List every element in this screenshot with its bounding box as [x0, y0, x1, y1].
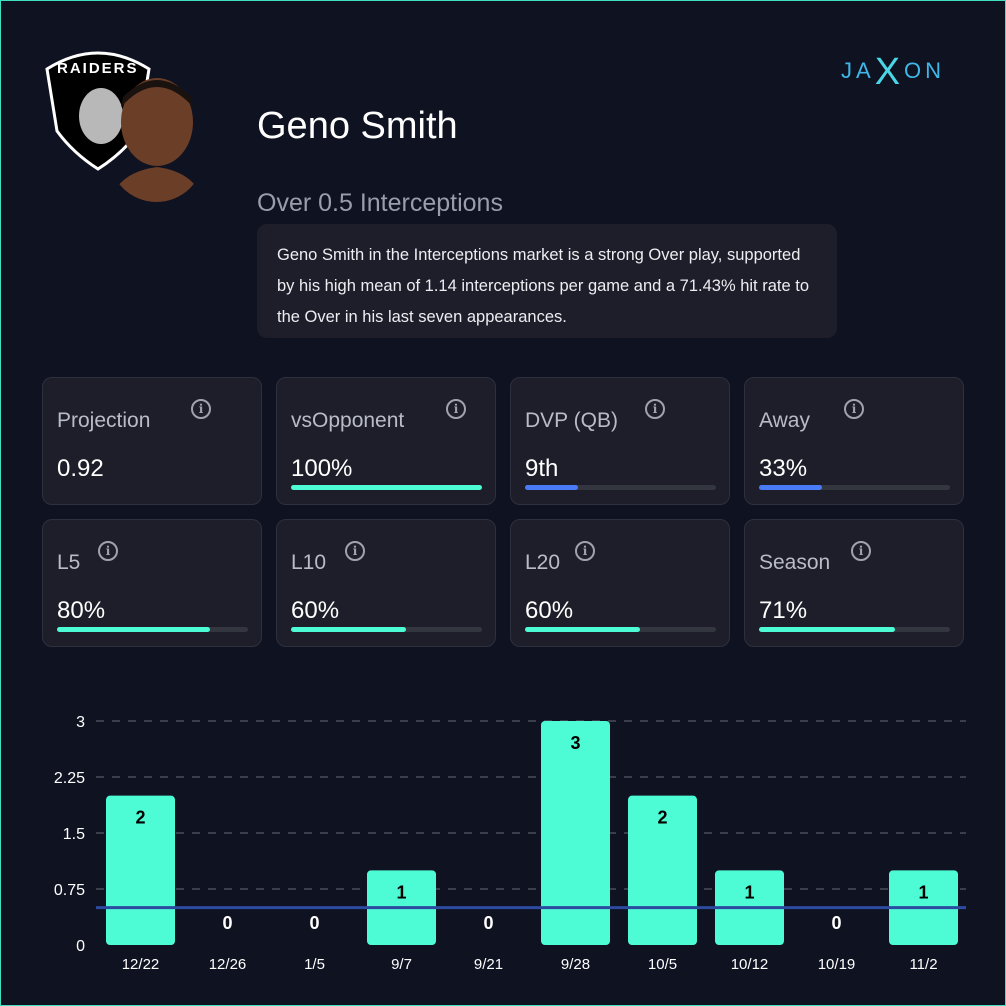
- x-tick-label: 10/19: [818, 956, 856, 973]
- stat-card-away: Away i 33%: [744, 377, 964, 505]
- progress-bar: [759, 627, 950, 632]
- stat-card-season: Season i 71%: [744, 519, 964, 647]
- info-icon[interactable]: i: [191, 399, 211, 419]
- stat-value: 9th: [525, 455, 559, 482]
- stat-card-vsopponent: vsOpponent i 100%: [276, 377, 496, 505]
- progress-bar: [291, 485, 482, 490]
- data-label: 1: [918, 882, 928, 902]
- data-label: 1: [744, 882, 754, 902]
- progress-fill: [525, 627, 640, 632]
- data-label: 0: [483, 913, 493, 933]
- progress-fill: [291, 485, 482, 490]
- data-label: 3: [570, 733, 580, 753]
- stat-label: vsOpponent: [291, 409, 405, 432]
- stat-label: DVP (QB): [525, 409, 618, 432]
- progress-bar: [525, 627, 716, 632]
- info-icon[interactable]: i: [851, 541, 871, 561]
- summary-text: Geno Smith in the Interceptions market i…: [257, 224, 837, 338]
- progress-bar: [525, 485, 716, 490]
- stat-value: 80%: [57, 597, 106, 624]
- data-label: 0: [309, 913, 319, 933]
- x-tick-label: 12/22: [122, 956, 160, 973]
- data-label: 0: [831, 913, 841, 933]
- progress-fill: [759, 627, 895, 632]
- data-label: 2: [657, 808, 667, 828]
- stat-card-l10: L10 i 60%: [276, 519, 496, 647]
- progress-fill: [57, 627, 210, 632]
- x-tick-label: 10/5: [648, 956, 677, 973]
- progress-fill: [525, 485, 579, 490]
- x-tick-label: 1/5: [304, 956, 325, 973]
- stat-label: Away: [759, 409, 810, 432]
- stat-card-projection: Projection i 0.92: [42, 377, 262, 505]
- market-title: Over 0.5 Interceptions: [257, 189, 503, 217]
- info-icon[interactable]: i: [446, 399, 466, 419]
- stat-value: 33%: [759, 455, 808, 482]
- stat-value: 60%: [525, 597, 574, 624]
- brand-logo: JAXON: [841, 51, 946, 93]
- stat-value: 71%: [759, 597, 808, 624]
- y-tick-label: 0.75: [54, 882, 85, 899]
- stat-card-dvp-qb-: DVP (QB) i 9th: [510, 377, 730, 505]
- stat-card-l20: L20 i 60%: [510, 519, 730, 647]
- info-icon[interactable]: i: [575, 541, 595, 561]
- stat-value: 100%: [291, 455, 353, 482]
- progress-bar: [291, 627, 482, 632]
- x-tick-label: 9/28: [561, 956, 590, 973]
- x-tick-label: 9/21: [474, 956, 503, 973]
- svg-text:RAIDERS: RAIDERS: [57, 60, 139, 77]
- interceptions-chart: 0 0.75 1.5 2.25 3 2 12/22 0 12/26 0 1/5 1 9/7 0 9/21 3 9…: [54, 714, 966, 973]
- x-tick-label: 12/26: [209, 956, 247, 973]
- stat-label: L10: [291, 551, 327, 574]
- y-tick-label: 2.25: [54, 770, 85, 787]
- y-tick-label: 3: [76, 714, 85, 731]
- stat-label: Projection: [57, 409, 151, 432]
- data-label: 2: [135, 808, 145, 828]
- x-tick-label: 10/12: [731, 956, 769, 973]
- player-name: Geno Smith: [257, 105, 458, 147]
- info-icon[interactable]: i: [844, 399, 864, 419]
- player-avatar: [109, 67, 204, 202]
- stat-label: L20: [525, 551, 561, 574]
- stat-label: L5: [57, 551, 81, 574]
- info-icon[interactable]: i: [98, 541, 118, 561]
- x-tick-label: 9/7: [391, 956, 412, 973]
- stat-value: 0.92: [57, 455, 104, 482]
- x-tick-label: 11/2: [909, 956, 937, 973]
- stat-value: 60%: [291, 597, 340, 624]
- info-icon[interactable]: i: [645, 399, 665, 419]
- data-label: 1: [396, 882, 406, 902]
- stat-card-l5: L5 i 80%: [42, 519, 262, 647]
- progress-bar: [57, 627, 248, 632]
- y-tick-label: 1.5: [63, 826, 85, 843]
- y-tick-label: 0: [76, 938, 85, 955]
- bar-9/28[interactable]: [541, 721, 610, 945]
- progress-fill: [291, 627, 406, 632]
- progress-bar: [759, 485, 950, 490]
- data-label: 0: [222, 913, 232, 933]
- progress-fill: [759, 485, 823, 490]
- stat-label: Season: [759, 551, 831, 574]
- info-icon[interactable]: i: [345, 541, 365, 561]
